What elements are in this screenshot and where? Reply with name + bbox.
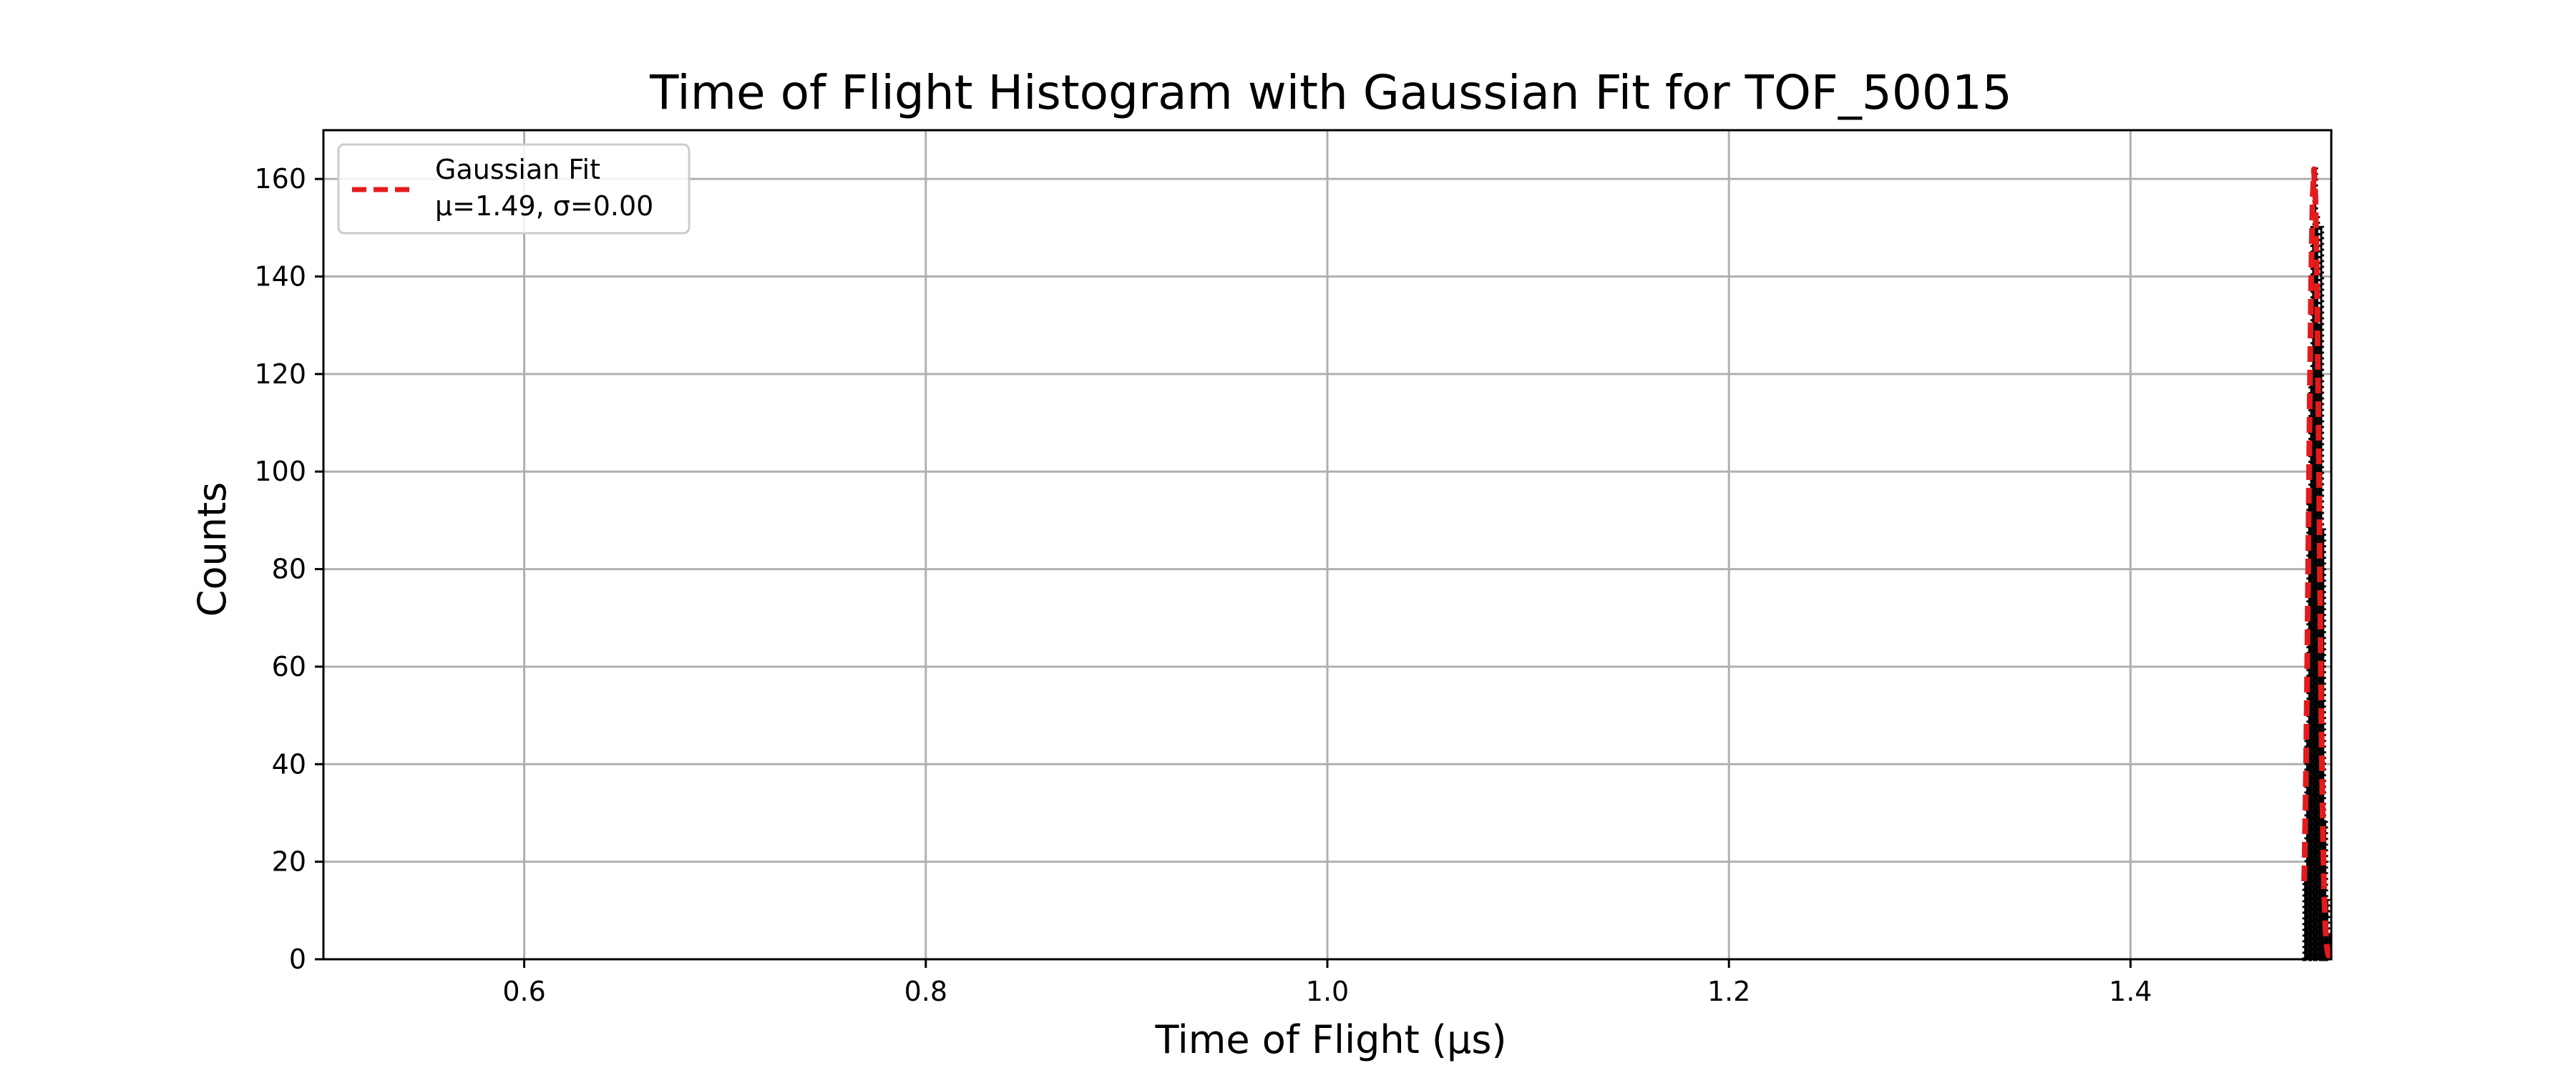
y-tick-label: 160 <box>254 163 306 195</box>
y-tick-label: 140 <box>254 261 306 293</box>
y-tick-label: 0 <box>289 944 306 975</box>
legend-label-line2: μ=1.49, σ=0.00 <box>435 190 653 222</box>
legend: Gaussian Fit μ=1.49, σ=0.00 <box>337 143 691 235</box>
y-tick-label: 20 <box>272 846 306 878</box>
y-axis-ticks: 0 20 40 60 80 100 120 140 160 <box>254 163 323 975</box>
y-tick-label: 40 <box>272 748 306 780</box>
grid-lines <box>323 130 2331 961</box>
x-tick-label: 1.0 <box>1306 976 1349 1007</box>
legend-box <box>337 143 691 235</box>
x-tick-label: 0.8 <box>904 976 947 1007</box>
x-tick-label: 0.6 <box>502 976 545 1007</box>
chart-title: Time of Flight Histogram with Gaussian F… <box>649 65 2012 120</box>
x-axis-title: Time of Flight (µs) <box>1154 1017 1506 1062</box>
legend-label-line1: Gaussian Fit <box>435 154 600 185</box>
x-tick-label: 1.4 <box>2109 976 2152 1007</box>
y-axis-title: Counts <box>190 482 235 617</box>
x-tick-label: 1.2 <box>1707 976 1750 1007</box>
histogram-bar <box>2322 820 2328 961</box>
y-tick-label: 60 <box>272 651 306 682</box>
x-axis-ticks: 0.6 0.8 1.0 1.2 1.4 <box>502 959 2152 1007</box>
y-tick-label: 120 <box>254 358 306 390</box>
gaussian-fit-layer <box>2301 166 2333 961</box>
y-tick-label: 100 <box>254 456 306 487</box>
gaussian-fit-line <box>2301 166 2333 961</box>
y-tick-label: 80 <box>272 554 306 585</box>
